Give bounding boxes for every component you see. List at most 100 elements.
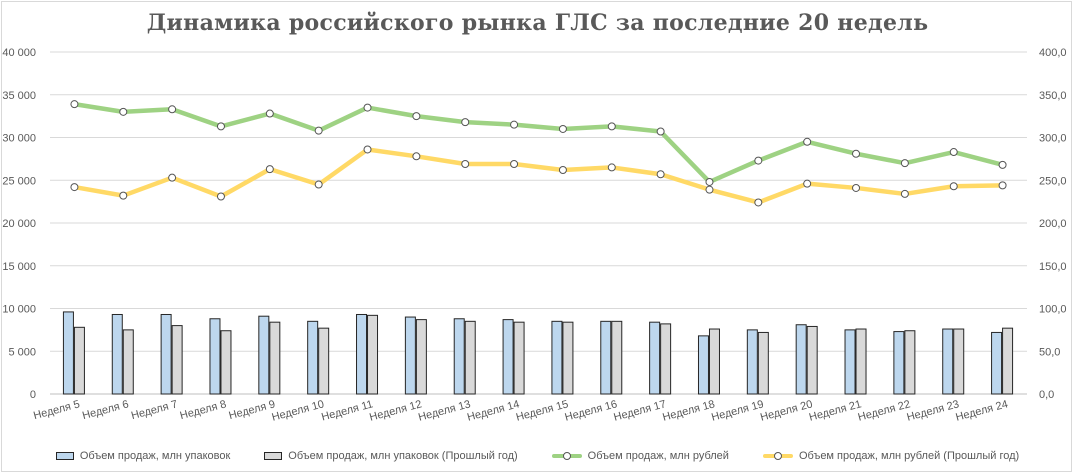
legend-item-rub: Объем продаж, млн рублей — [551, 450, 729, 462]
legend: Объем продаж, млн упаковок Объем продаж,… — [0, 447, 1075, 465]
series-line — [72, 147, 1005, 205]
y-left-tick-label: 35 000 — [2, 90, 36, 102]
line-point — [314, 180, 323, 189]
bar — [502, 319, 514, 395]
line-point — [803, 137, 812, 146]
legend-swatch-rub-prev — [762, 451, 793, 461]
x-tick-label: Неделя 7 — [130, 398, 179, 422]
line-point — [705, 177, 714, 186]
line-point — [363, 145, 372, 154]
line-point — [852, 149, 861, 158]
bar — [73, 326, 85, 395]
line-point — [558, 124, 567, 133]
bar — [258, 315, 270, 395]
legend-item-packs: Объем продаж, млн упаковок — [55, 450, 231, 462]
x-tick-label: Неделя 15 — [515, 398, 570, 423]
bar — [356, 313, 368, 395]
x-tick-label: Неделя 9 — [228, 398, 277, 422]
bar — [318, 327, 330, 395]
bar — [220, 330, 232, 395]
legend-swatch-packs — [55, 452, 74, 460]
line-point — [754, 198, 763, 207]
gridlines — [50, 51, 1027, 395]
legend-label-rub: Объем продаж, млн рублей — [587, 450, 729, 462]
legend-label-packs: Объем продаж, млн упаковок — [79, 450, 231, 462]
line-point — [949, 148, 958, 157]
x-tick-label: Неделя 19 — [710, 398, 765, 423]
line-point — [754, 156, 763, 165]
bar — [697, 335, 709, 395]
y-right-tick-label: 0,0 — [1039, 389, 1054, 401]
line-point — [607, 163, 616, 172]
y-right-tick-label: 100,0 — [1039, 304, 1067, 316]
bar — [367, 314, 379, 395]
line-point — [412, 152, 421, 161]
bar — [269, 321, 281, 395]
x-tick-label: Неделя 8 — [179, 398, 228, 422]
x-tick-label: Неделя 22 — [857, 398, 912, 423]
y-left-tick-label: 25 000 — [2, 175, 36, 187]
legend-swatch-packs-prev — [264, 452, 283, 460]
line-point — [70, 183, 79, 192]
line-point — [998, 181, 1007, 190]
line-point — [265, 165, 274, 174]
y-right-tick-label: 200,0 — [1039, 218, 1067, 230]
line-point — [656, 127, 665, 136]
bar — [171, 325, 183, 395]
line-point — [70, 100, 79, 109]
x-tick-label: Неделя 14 — [466, 398, 521, 423]
bar — [404, 316, 416, 395]
x-tick-label: Неделя 20 — [759, 398, 814, 423]
line-point — [900, 159, 909, 168]
bar — [122, 329, 134, 395]
series-line — [72, 101, 1005, 185]
y-right-tick-label: 350,0 — [1039, 90, 1067, 102]
y-right-tick-label: 250,0 — [1039, 175, 1067, 187]
bar — [904, 330, 916, 395]
bar — [111, 313, 123, 395]
y-right-tick-label: 50,0 — [1039, 346, 1060, 358]
bar — [611, 320, 623, 395]
line-point — [949, 182, 958, 191]
line-point — [803, 179, 812, 188]
line-point — [510, 120, 519, 129]
y-right-tick-label: 300,0 — [1039, 133, 1067, 145]
bar — [62, 311, 74, 395]
x-tick-label: Неделя 12 — [368, 398, 423, 423]
line-point — [119, 107, 128, 116]
x-tick-label: Неделя 21 — [808, 398, 863, 423]
line-point — [607, 122, 616, 131]
bar — [464, 320, 476, 395]
bar — [844, 329, 856, 395]
bar — [649, 321, 661, 395]
x-tick-label: Неделя 18 — [661, 398, 716, 423]
bar — [660, 323, 672, 395]
y-left-tick-label: 30 000 — [2, 133, 36, 145]
line-point — [558, 165, 567, 174]
bar — [942, 328, 954, 395]
line-point — [461, 118, 470, 127]
x-tick-label: Неделя 10 — [271, 398, 326, 423]
bar — [551, 320, 563, 395]
line-point — [656, 170, 665, 179]
x-tick-label: Неделя 23 — [906, 398, 961, 423]
bar — [562, 321, 574, 395]
bar — [806, 325, 818, 395]
bar — [209, 318, 221, 395]
line-point — [216, 122, 225, 131]
bar — [513, 321, 525, 395]
y-right-tick-label: 150,0 — [1039, 261, 1067, 273]
line-point — [461, 160, 470, 169]
x-tick-label: Неделя 6 — [81, 398, 130, 422]
y-left-tick-label: 40 000 — [2, 47, 36, 59]
bar — [307, 320, 319, 395]
bar — [953, 328, 965, 395]
y-left-tick-label: 15 000 — [2, 261, 36, 273]
bar — [893, 331, 905, 395]
line-point — [852, 183, 861, 192]
legend-label-rub-prev: Объем продаж, млн рублей (Прошлый год) — [798, 450, 1020, 462]
bar — [991, 331, 1003, 395]
bar — [1002, 327, 1014, 395]
